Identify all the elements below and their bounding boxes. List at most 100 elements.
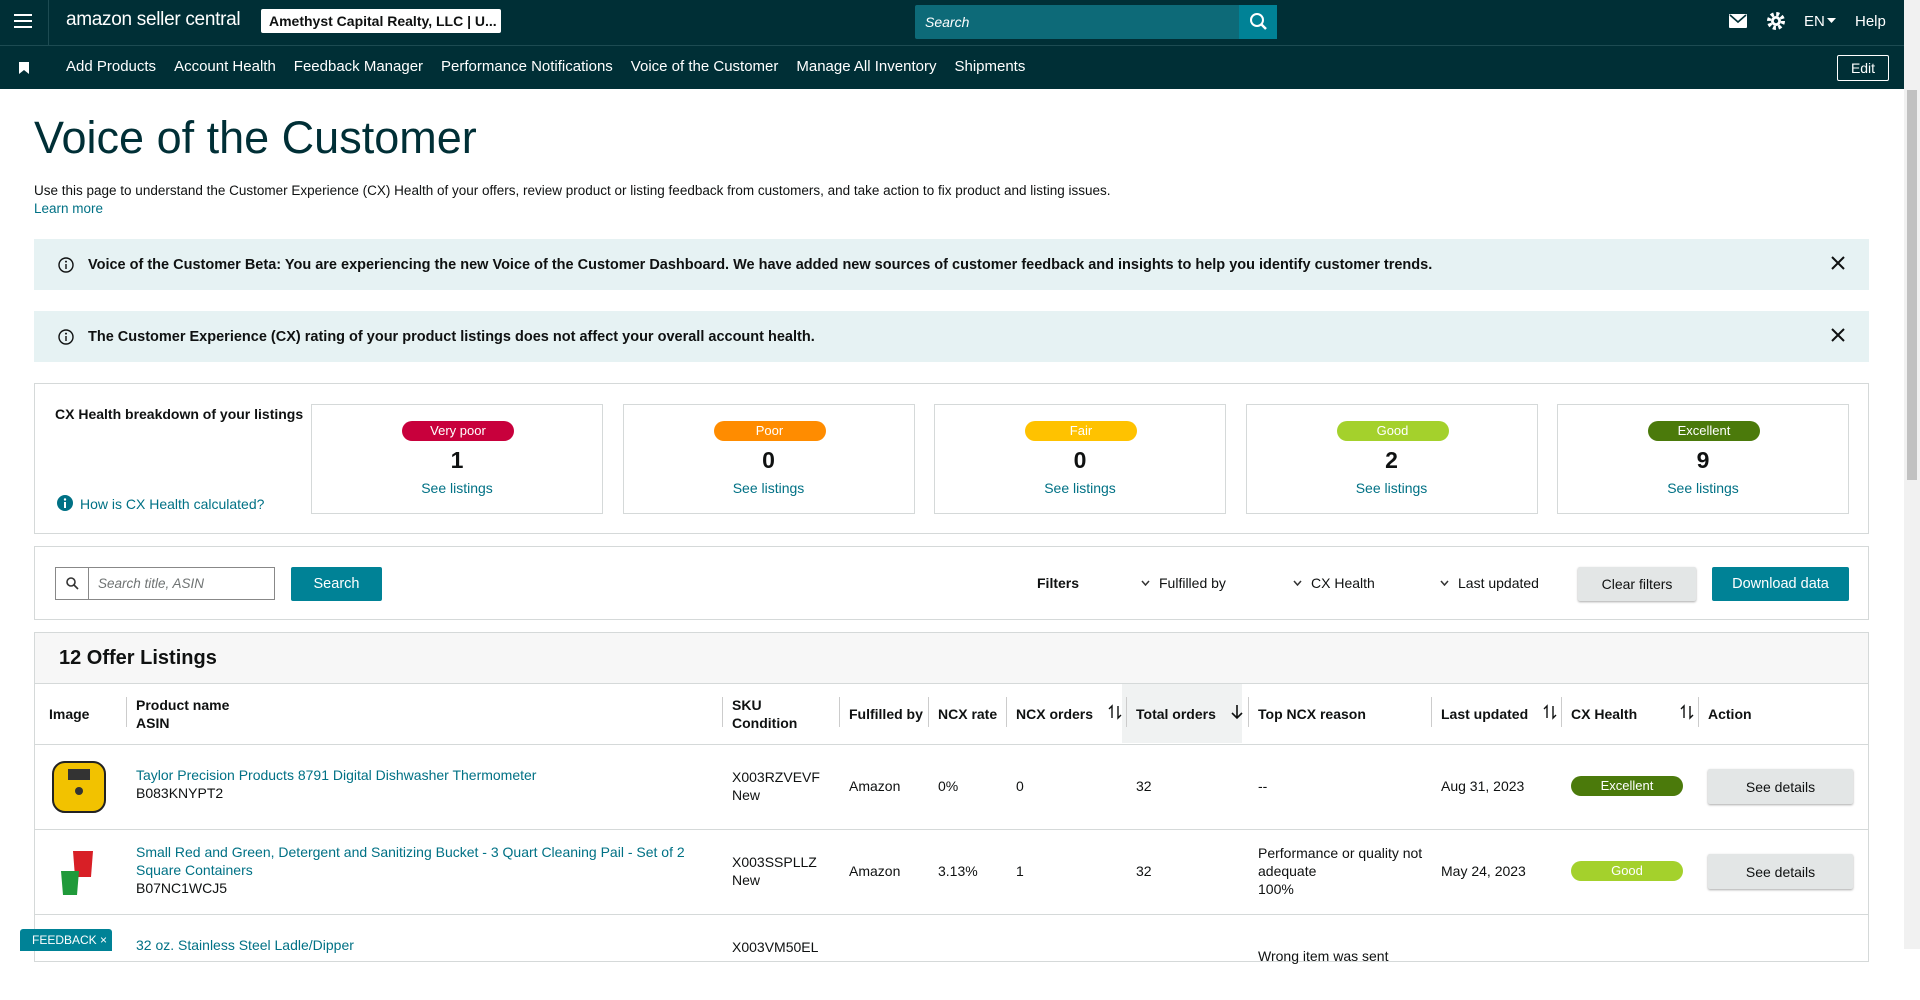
sku: X003SSPLLZ [732,854,817,870]
cx-health-badge: Excellent [1571,776,1683,796]
cx-health-title: CX Health breakdown of your listings [55,406,304,422]
column-header: Action [1708,705,1752,723]
reason-text: Wrong item was sent [1258,948,1389,964]
menu-icon[interactable] [14,13,32,29]
total-orders: 32 [1136,778,1152,794]
language[interactable]: EN [1804,13,1825,30]
fulfilled-by: Amazon [849,863,901,879]
cx-help-link[interactable]: How is CX Health calculated? [80,496,265,512]
page-title: Voice of the Customer [34,112,477,163]
product-cell: Small Red and Green, Detergent and Sanit… [136,843,706,897]
cx-count: 0 [1073,447,1087,473]
table-row [35,829,1868,915]
search-placeholder: Search title, ASIN [98,576,205,591]
column-header: Image [49,705,89,723]
sort-icon[interactable] [1543,704,1557,725]
sku: X003VM50EL [732,939,819,955]
column-header-text: SKU [732,697,762,713]
see-details[interactable]: See details [1708,769,1853,804]
search-placeholder: Search [925,14,970,30]
download-data[interactable]: Download data [1712,567,1849,601]
banner: The Customer Experience (CX) rating of y… [34,311,1869,362]
banner-text: The Customer Experience (CX) rating of y… [88,328,815,345]
last-updated: May 24, 2023 [1441,863,1526,879]
column-header-text: ASIN [136,715,170,731]
reason-text: 100% [1258,881,1294,897]
product-image [51,845,107,906]
cx-badge: Excellent [1648,421,1760,441]
sort-icon[interactable] [1230,704,1244,725]
cx-health-panel: CX Health breakdown of your listings How… [34,383,1869,534]
nav-item[interactable]: Performance Notifications [441,58,613,75]
cx-link[interactable]: See listings [732,480,805,496]
filters-label: Filters [1037,575,1080,591]
nav-item[interactable]: Voice of the Customer [630,58,779,75]
condition: New [732,872,761,888]
clear-filters[interactable]: Clear filters [1578,567,1696,601]
column-header: NCX orders [1016,705,1093,723]
see-details[interactable]: See details [1708,854,1853,889]
column-header-text: Top NCX reason [1258,706,1366,722]
cx-link[interactable]: See listings [1355,480,1428,496]
reason-text: -- [1258,778,1268,794]
cx-link[interactable]: See listings [421,480,493,496]
sort-icon[interactable] [1108,704,1122,725]
column-header-text: Last updated [1441,706,1529,722]
banner-close[interactable] [1831,327,1869,346]
nav-item[interactable]: Add Products [66,58,157,75]
learn-more[interactable]: Learn more [34,201,104,216]
top-bar: amazon seller central Amethyst Capital R… [0,0,1920,45]
search-box[interactable]: Search [915,5,1277,39]
nav-item[interactable]: Manage All Inventory [796,58,937,75]
filter-dropdown[interactable]: Last updated [1440,575,1539,591]
nav-item[interactable]: Shipments [954,58,1026,75]
column-header-text: Fulfilled by [849,706,923,722]
cx-count: 0 [762,447,775,473]
settings-icon[interactable] [1767,12,1785,30]
banner: Voice of the Customer Beta: You are expe… [34,239,1869,290]
ncx-rate: 3.13% [938,863,978,879]
table-row [35,914,1868,1000]
filter-dropdown[interactable]: Fulfilled by [1141,575,1226,591]
asin: B07NC1WCJ5 [136,880,228,896]
page-description: Use this page to understand the Customer… [34,183,1111,198]
edit-button[interactable]: Edit [1837,55,1889,81]
sku: X003RZVEVF [732,769,820,785]
column-header-text: Image [49,706,90,722]
sort-icon[interactable] [1680,704,1694,725]
nav-item[interactable]: Feedback Manager [293,58,424,75]
banner-close[interactable] [1831,255,1869,274]
feedback-label: FEEDBACK [32,933,97,947]
logo[interactable]: amazon seller central [66,9,241,30]
help[interactable]: Help [1855,13,1886,30]
column-header: Product name ASIN [136,696,229,732]
cx-link[interactable]: See listings [1667,480,1739,496]
dropdown-label: CX Health [1311,575,1375,591]
cx-card: Poor 0 See listings [622,404,915,514]
column-header-text: Product name [136,697,230,713]
column-header: Top NCX reason [1258,705,1366,723]
product-name[interactable]: Taylor Precision Products 8791 Digital D… [136,767,537,783]
fulfilled-by: Amazon [849,778,901,794]
mail-icon[interactable] [1729,14,1747,28]
column-header: Total orders [1136,705,1216,723]
search-input[interactable]: Search title, ASIN [55,567,275,600]
product-name[interactable]: Small Red and Green, Detergent and Sanit… [136,844,685,878]
cx-link[interactable]: See listings [1044,480,1116,496]
sku-cell: X003VM50EL [732,938,818,956]
nav-item[interactable]: Account Health [174,58,276,75]
feedback-tab[interactable]: FEEDBACK × [20,929,112,951]
column-header-text: Total orders [1136,706,1216,722]
column-header-text: NCX rate [938,706,998,722]
column-header-text: Action [1708,706,1752,722]
filter-dropdown[interactable]: CX Health [1293,575,1375,591]
sku-cell: X003SSPLLZ New [732,853,817,889]
search-button[interactable]: Search [291,567,382,601]
product-name[interactable]: 32 oz. Stainless Steel Ladle/Dipper [136,937,354,953]
column-header: SKU Condition [732,696,797,732]
search-button[interactable] [1239,5,1277,39]
cx-badge: Fair [1025,421,1137,441]
product-image [51,760,107,819]
account-switcher[interactable]: Amethyst Capital Realty, LLC | U... [261,9,501,33]
column-header: Fulfilled by [849,705,923,723]
